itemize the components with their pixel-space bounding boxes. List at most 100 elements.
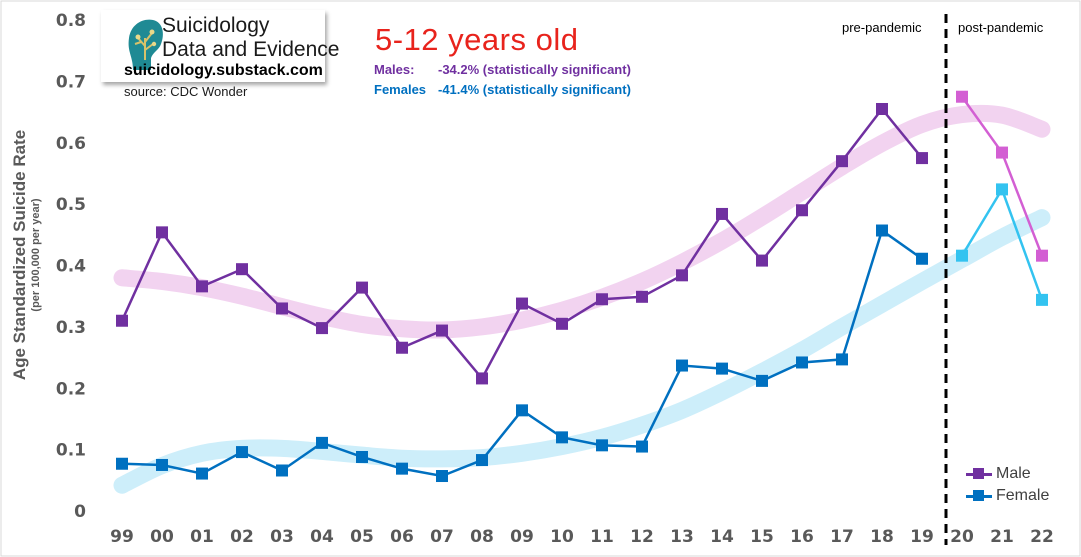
x-tick-label: 05 [350,527,374,547]
y-tick-label: 0.4 [56,257,86,277]
x-tick-label: 10 [550,527,574,547]
x-tick-label: 04 [310,527,334,547]
point-male-06 [396,341,408,354]
x-tick-label: 13 [670,527,694,547]
point-male-02 [236,263,248,276]
point-female-20 [956,249,968,262]
stat-male-label: Males: [374,62,415,77]
point-male-07 [436,324,448,337]
point-female-09 [516,404,528,417]
point-male-08 [476,372,488,385]
point-male-04 [316,322,328,335]
x-tick-label: 19 [910,527,934,547]
point-female-08 [476,454,488,467]
branding-box [101,10,325,82]
x-tick-label: 12 [630,527,654,547]
y-axis-title-main: Age Standardized Suicide Rate [10,129,29,381]
y-tick-label: 0.6 [56,134,86,154]
point-male-12 [636,290,648,303]
pre-pandemic-label: pre-pandemic [842,20,922,35]
x-tick-label: 02 [230,527,254,547]
point-female-18 [876,224,888,237]
point-female-19 [916,252,928,265]
point-male-00 [156,226,168,239]
brand-title-line1: Suicidology [162,14,270,37]
x-tick-label: 99 [110,527,134,547]
point-female-12 [636,440,648,453]
point-female-17 [836,353,848,366]
point-female-00 [156,458,168,471]
point-male-16 [796,204,808,217]
x-axis: 99 00 01 02 03 04 05 06 07 08 09 10 11 12 13 14 15 16 17 18… [110,527,1054,547]
point-male-20 [956,90,968,103]
x-tick-label: 03 [270,527,294,547]
brain-tree-icon [128,19,163,70]
trend-line-female [113,209,1051,494]
point-male-17 [836,155,848,168]
chart-title: 5-12 years old [375,22,579,57]
x-tick-label: 07 [430,527,454,547]
x-tick-label: 20 [950,527,974,547]
post-pandemic-label: post-pandemic [958,20,1044,35]
y-tick-label: 0 [74,502,86,522]
stat-male: Males: -34.2% (statistically significant… [374,62,631,77]
point-female-05 [356,450,368,463]
point-female-04 [316,436,328,449]
legend: Male Female [966,463,1049,507]
y-tick-label: 0.8 [56,11,86,31]
point-male-99 [116,314,128,327]
x-tick-label: 06 [390,527,414,547]
stat-female: Females -41.4% (statistically significan… [374,82,631,97]
stat-female-label: Females [374,82,427,97]
y-tick-label: 0.7 [56,72,86,92]
legend-swatch-female [966,490,992,502]
point-female-11 [596,439,608,452]
point-female-13 [676,359,688,372]
point-male-13 [676,269,688,282]
legend-label-male: Male [996,465,1031,482]
point-male-19 [916,152,928,165]
y-axis-title: Age Standardized Suicide Rate (per 100,0… [10,110,42,400]
x-tick-label: 18 [870,527,894,547]
y-tick-label: 0.1 [56,441,86,461]
point-female-22 [1036,293,1048,306]
x-tick-label: 08 [470,527,494,547]
point-female-15 [756,374,768,387]
y-tick-label: 0.3 [56,318,86,338]
point-female-07 [436,470,448,483]
point-male-09 [516,297,528,310]
y-tick-label: 0.2 [56,379,86,399]
point-male-18 [876,102,888,115]
y-axis: 0 0.1 0.2 0.3 0.4 0.5 0.6 0.7 0.8 [56,11,86,522]
x-tick-label: 16 [790,527,814,547]
point-female-21 [996,183,1008,196]
point-male-01 [196,280,208,293]
legend-label-female: Female [996,487,1050,504]
point-female-06 [396,462,408,475]
series [116,90,1048,483]
point-male-10 [556,317,568,330]
x-tick-label: 11 [590,527,614,547]
point-male-15 [756,254,768,267]
legend-swatch-male [966,468,992,480]
point-male-05 [356,281,368,294]
stat-female-value: -41.4% (statistically significant) [438,82,631,97]
point-male-03 [276,302,288,315]
stat-male-value: -34.2% (statistically significant) [438,62,631,77]
source-note: source: CDC Wonder [124,84,248,99]
series-line-male-pre [120,106,923,381]
trend-lines [113,104,1051,494]
point-male-14 [716,207,728,220]
legend-item-female: Female [966,485,1049,507]
point-female-01 [196,467,208,480]
point-female-02 [236,446,248,459]
point-female-14 [716,362,728,375]
point-female-16 [796,356,808,369]
x-tick-label: 17 [830,527,854,547]
y-tick-label: 0.5 [56,195,86,215]
legend-item-male: Male [966,463,1049,485]
brand-title-line2: Data and Evidence [162,38,340,61]
y-axis-title-sub: (per 100,000 per year) [30,198,42,312]
